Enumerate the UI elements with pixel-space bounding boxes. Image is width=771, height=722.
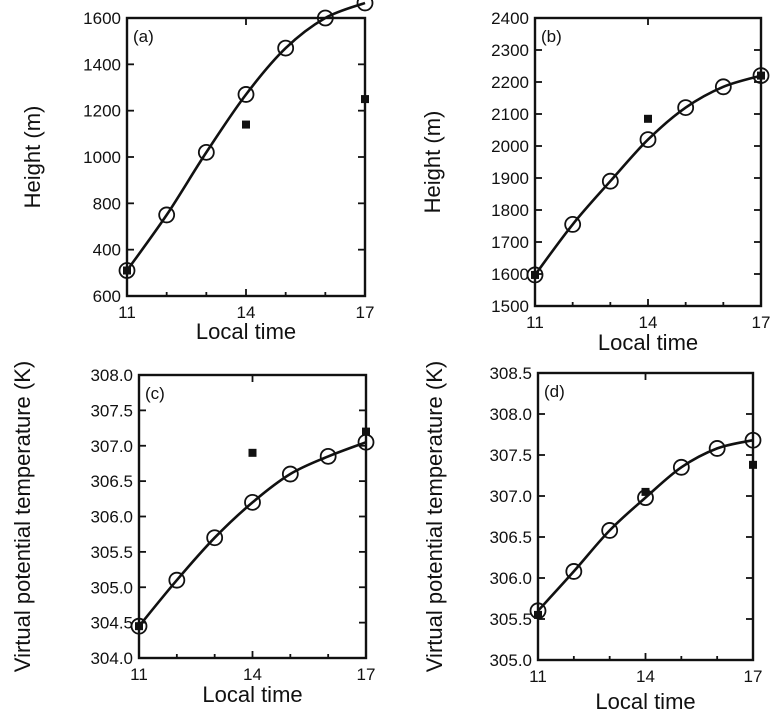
x-tick-label: 11 — [526, 313, 544, 332]
x-axis-title: Local time — [196, 319, 296, 344]
y-tick-label: 306.0 — [90, 508, 133, 527]
y-tick-label: 2200 — [491, 73, 529, 92]
x-tick-label: 11 — [130, 665, 148, 684]
y-axis-title: Height (m) — [420, 111, 445, 214]
x-tick-label: 11 — [118, 303, 136, 322]
filled-square-point — [123, 267, 131, 275]
filled-square-point — [362, 428, 370, 436]
filled-square-point — [135, 622, 143, 630]
y-tick-label: 1600 — [83, 9, 121, 28]
fit-curve — [139, 442, 366, 626]
y-tick-label: 305.5 — [489, 610, 532, 629]
y-tick-label: 2300 — [491, 41, 529, 60]
y-tick-label: 1900 — [491, 169, 529, 188]
panel-a: 600 400 800 1000 1200 1400 1600 11 14 17 Local tim… — [20, 0, 374, 344]
filled-square-point — [249, 449, 257, 457]
y-axis-title: Virtual potential temperature (K) — [10, 361, 35, 672]
y-tick-label: 308.5 — [489, 364, 532, 383]
panel-label: (a) — [133, 27, 154, 46]
panel-b: 1500 1600 1700 1800 1900 2000 2100 2200 2300 2400… — [420, 9, 770, 355]
y-tick-label: 307.0 — [90, 437, 133, 456]
x-tick-label: 11 — [529, 667, 547, 686]
y-tick-label: 306.5 — [489, 528, 532, 547]
y-tick-label: 308.0 — [489, 405, 532, 424]
y-tick-label: 306.0 — [489, 569, 532, 588]
y-tick-label: 308.0 — [90, 366, 133, 385]
x-tick-label: 17 — [752, 313, 771, 332]
x-tick-label: 17 — [744, 667, 763, 686]
y-tick-label: 400 — [93, 241, 121, 260]
y-tick-label: 1200 — [83, 102, 121, 121]
y-tick-label: 2000 — [491, 137, 529, 156]
fit-curve — [538, 440, 753, 611]
y-axis-title: Virtual potential temperature (K) — [422, 361, 447, 672]
y-tick-label: 1500 — [491, 297, 529, 316]
y-tick-label: 304.0 — [90, 649, 133, 668]
filled-square-point — [757, 72, 765, 80]
plot-frame — [127, 18, 365, 296]
filled-square-point — [242, 121, 250, 129]
panel-c: 304.0 304.5 305.0 305.5 306.0 306.5 307.0 307.5… — [10, 361, 375, 707]
filled-square-point — [361, 95, 369, 103]
fit-curve — [127, 3, 365, 271]
plot-frame — [535, 18, 761, 306]
y-tick-label: 600 — [93, 287, 121, 306]
filled-square-point — [644, 115, 652, 123]
y-tick-label: 305.0 — [90, 578, 133, 597]
y-tick-label: 307.5 — [90, 401, 133, 420]
filled-square-point — [749, 461, 757, 469]
y-tick-label: 306.5 — [90, 472, 133, 491]
y-tick-label: 304.5 — [90, 614, 133, 633]
x-axis-title: Local time — [595, 689, 695, 714]
y-axis-title: Height (m) — [20, 106, 45, 209]
y-tick-label: 305.0 — [489, 651, 532, 670]
y-tick-label: 2100 — [491, 105, 529, 124]
y-tick-label: 1800 — [491, 201, 529, 220]
x-tick-label: 17 — [356, 303, 375, 322]
x-tick-label: 17 — [357, 665, 376, 684]
y-tick-label: 307.0 — [489, 487, 532, 506]
panel-label: (c) — [145, 384, 165, 403]
panel-label: (b) — [541, 27, 562, 46]
filled-square-point — [534, 611, 542, 619]
y-tick-label: 307.5 — [489, 446, 532, 465]
filled-square-point — [642, 488, 650, 496]
x-axis-title: Local time — [202, 682, 302, 707]
y-tick-label: 1700 — [491, 233, 529, 252]
plot-frame — [538, 373, 753, 660]
panel-d: 305.0 305.5 306.0 306.5 307.0 307.5 308.0 308.5… — [422, 361, 762, 714]
y-tick-label: 1600 — [491, 265, 529, 284]
y-tick-label: 1400 — [83, 55, 121, 74]
filled-square-point — [531, 271, 539, 279]
x-axis-title: Local time — [598, 330, 698, 355]
y-tick-label: 800 — [93, 194, 121, 213]
panel-label: (d) — [544, 382, 565, 401]
x-tick-label: 14 — [636, 667, 655, 686]
fit-curve — [535, 76, 761, 275]
y-tick-label: 2400 — [491, 9, 529, 28]
y-tick-label: 305.5 — [90, 543, 133, 562]
y-tick-label: 1000 — [83, 148, 121, 167]
plot-frame — [139, 375, 366, 658]
